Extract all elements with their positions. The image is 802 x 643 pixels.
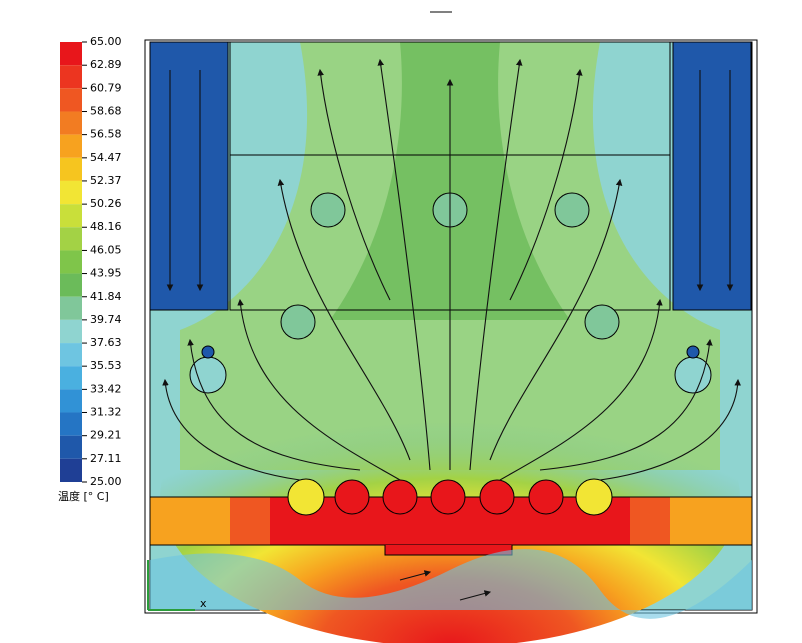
components [189,192,712,516]
colorbar-label: 31.32 [90,405,122,418]
colorbar-label: 46.05 [90,243,122,256]
colorbar-label: 65.00 [90,35,122,48]
colorbar-label: 62.89 [90,58,122,71]
colorbar-band [60,343,82,367]
colorbar-label: 43.95 [90,267,122,280]
colorbar: 65.00 62.89 60.79 58.68 56.58 54.47 52.37 50.26… [60,35,122,488]
plate-warm [630,497,670,545]
colorbar-band [60,273,82,297]
colorbar-band [60,296,82,320]
colorbar-band [60,180,82,205]
colorbar-band [60,88,82,112]
colorbar-band [60,42,82,66]
colorbar-label: 56.58 [90,128,122,141]
bottom-zone [150,549,752,619]
colorbar-label: 54.47 [90,151,122,164]
colorbar-band [60,458,82,482]
colorbar-band [60,204,82,228]
axis-triad: x [147,560,207,611]
colorbar-label: 39.74 [90,313,122,326]
plate-warm [230,497,270,545]
colorbar-band [60,435,82,459]
colorbar-band [60,250,82,274]
colorbar-band [60,157,82,181]
colorbar-label: 58.68 [90,105,122,118]
duct-left [149,41,229,311]
colorbar-label: 52.37 [90,174,122,187]
colorbar-label: 48.16 [90,220,122,233]
colorbar-label: 60.79 [90,81,122,94]
flow-arrows [162,58,742,601]
colorbar-label: 35.53 [90,359,122,372]
field [144,39,758,643]
triad-x-label: x [200,597,207,610]
duct-right [672,41,752,311]
colorbar-label: 25.00 [90,475,122,488]
colorbar-band [60,134,82,158]
colorbar-band [60,389,82,413]
colorbar-label: 50.26 [90,197,122,210]
colorbar-band [60,319,82,344]
colorbar-label: 27.11 [90,452,122,465]
colorbar-band [60,227,82,251]
colorbar-label: 41.84 [90,290,122,303]
colorbar-band [60,111,82,135]
colorbar-title: 温度 [° C] [58,489,109,503]
colorbar-band [60,412,82,436]
colorbar-band [60,366,82,390]
colorbar-band [60,65,82,89]
colorbar-label: 33.42 [90,382,122,395]
colorbar-label: 29.21 [90,429,122,442]
colorbar-label: 37.63 [90,336,122,349]
